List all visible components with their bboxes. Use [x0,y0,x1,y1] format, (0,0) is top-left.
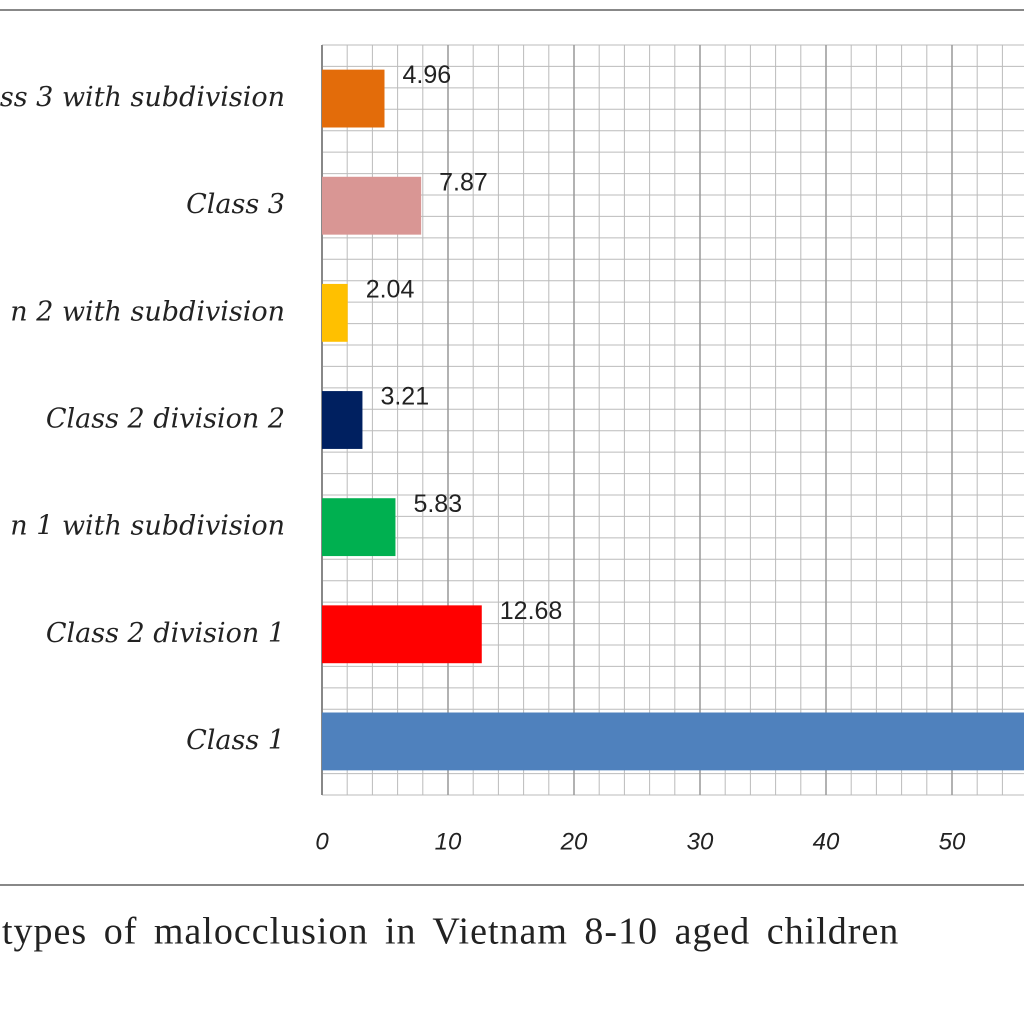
data-label: 12.68 [500,597,563,625]
x-tick-label: 20 [560,828,588,855]
bar [322,605,482,664]
data-label: 7.87 [439,168,488,196]
data-label: 2.04 [366,275,415,303]
y-tick-label: ss 3 with subdivision [0,82,285,113]
x-tick-label: 40 [813,828,840,855]
bar [322,498,396,557]
bar [322,712,1024,771]
y-tick-label: n 1 with subdivision [10,511,285,542]
bar [322,391,363,449]
bar [322,69,385,128]
data-label: 4.96 [402,61,451,89]
y-tick-label: Class 3 [186,189,285,220]
x-tick-label: 50 [939,828,966,855]
y-tick-label: Class 1 [186,725,285,756]
y-tick-label: Class 2 division 1 [46,618,285,649]
chart-title: types of malocclusion in Vietnam 8-10 ag… [2,911,899,953]
x-tick-label: 0 [315,828,329,855]
y-tick-label: Class 2 division 2 [46,404,285,435]
y-tick-label: n 2 with subdivision [10,296,285,327]
x-tick-label: 10 [435,828,462,855]
data-label: 3.21 [380,383,429,411]
bar [322,283,348,342]
data-label: 5.83 [413,490,462,518]
bar [322,176,422,235]
x-tick-label: 30 [687,828,714,855]
